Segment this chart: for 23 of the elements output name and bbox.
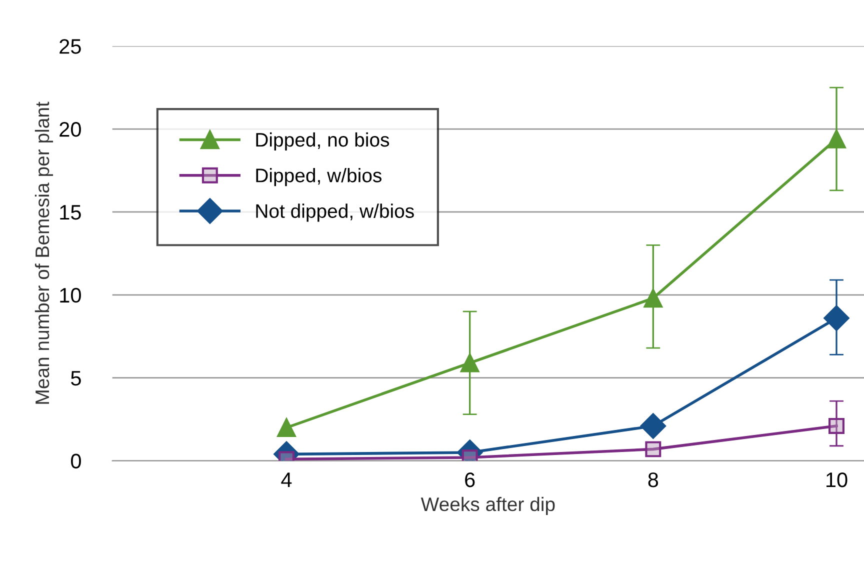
y-tick-label: 0 — [70, 454, 81, 469]
y-tick-label: 20 — [60, 122, 81, 137]
y-tick-label: 5 — [71, 371, 81, 386]
point — [644, 288, 663, 308]
point — [827, 130, 846, 148]
x-axis-title: Weeks after dip — [420, 496, 555, 516]
y-tick-label: 25 — [60, 39, 81, 54]
x-tick-label: 6 — [465, 472, 475, 488]
point — [828, 418, 844, 434]
legend-label: Dipped, w/bios — [256, 168, 382, 186]
x-tick-label: 4 — [281, 472, 292, 488]
point — [277, 418, 296, 437]
x-tick-label: 8 — [648, 472, 658, 488]
legend-label: Dipped, no bios — [256, 132, 390, 151]
legend-label: Not dipped, w/bios — [256, 204, 414, 222]
y-tick-label: 10 — [60, 288, 81, 303]
y-axis-title: Mean number of Bemesia per plant — [34, 102, 54, 404]
x-tick-label: 10 — [826, 472, 848, 488]
point — [640, 413, 666, 439]
point — [645, 441, 662, 458]
point — [824, 305, 850, 331]
y-tick-label: 15 — [60, 205, 81, 220]
point — [460, 354, 480, 372]
